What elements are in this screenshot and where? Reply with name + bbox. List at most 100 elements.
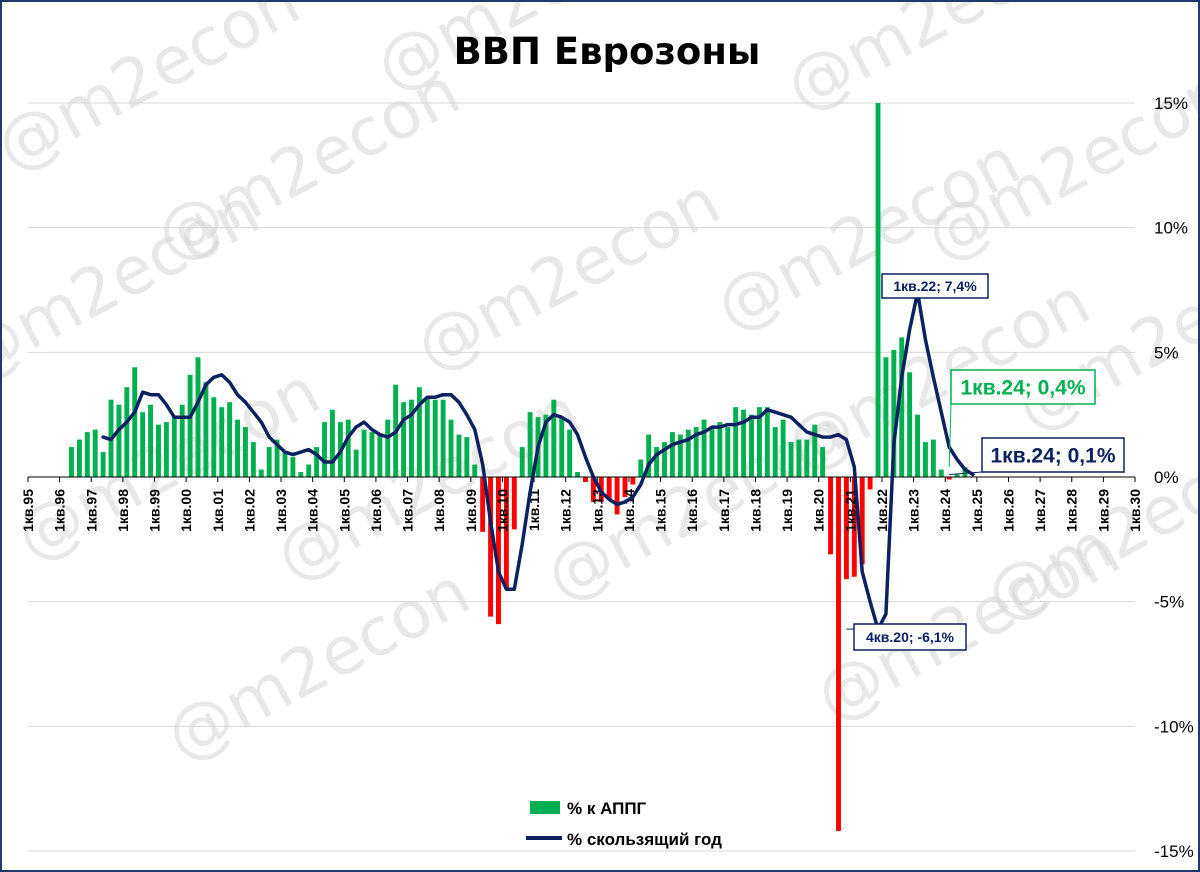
bar: [780, 419, 786, 477]
x-tick-label: 1кв.06: [368, 489, 384, 532]
y-tick-label: 5%: [1154, 343, 1179, 362]
bar: [812, 424, 818, 477]
bar: [171, 417, 177, 477]
bar: [464, 437, 470, 477]
x-tick-label: 1кв.26: [1000, 489, 1016, 532]
data-label-box: [950, 369, 1096, 405]
bar: [274, 439, 280, 477]
bar: [480, 477, 486, 532]
x-tick-label: 1кв.20: [811, 489, 827, 532]
bar: [282, 452, 288, 477]
bar: [329, 409, 335, 477]
x-tick-label: 1кв.05: [336, 489, 352, 532]
bar: [219, 407, 225, 477]
bar: [132, 367, 138, 477]
x-tick-label: 1кв.95: [20, 489, 36, 532]
line-series-path: [101, 290, 975, 631]
bar: [527, 412, 533, 477]
bar: [503, 477, 509, 590]
data-label-text: 4кв.20; -6,1%: [866, 629, 955, 645]
x-tick-label: 1кв.08: [431, 489, 447, 532]
bar: [741, 409, 747, 477]
bar: [583, 477, 588, 482]
x-tick-label: 1кв.18: [747, 489, 763, 532]
x-tick-label: 1кв.12: [558, 489, 574, 532]
bar: [227, 402, 233, 477]
bar: [843, 477, 849, 580]
bar: [756, 407, 762, 477]
bar: [867, 477, 873, 490]
bar: [772, 427, 778, 477]
bar: [646, 434, 652, 477]
bar: [488, 477, 494, 617]
axes: 1кв.95 1кв.96 1кв.97 1кв.98 1кв.99 1кв.00 1кв.…: [20, 476, 1143, 532]
bar: [551, 399, 557, 477]
bar: [69, 447, 74, 477]
bar: [76, 439, 82, 477]
bar: [851, 477, 857, 577]
bar: [701, 419, 707, 477]
x-tick-label: 1кв.17: [716, 489, 732, 532]
bar: [345, 419, 351, 477]
bar: [638, 459, 644, 477]
bar: [140, 412, 146, 477]
bar: [298, 472, 304, 477]
y-tick-label: -15%: [1154, 842, 1194, 861]
bar: [235, 419, 240, 477]
data-labels: 1кв.22; 7,4% 4кв.20; -6,1% 1кв.24; 0,1% 1кв…: [846, 273, 1125, 651]
bar: [875, 103, 881, 477]
bar: [203, 382, 209, 477]
bar: [472, 464, 478, 477]
data-label-text: 1кв.24; 0,4%: [961, 377, 1086, 400]
bar: [899, 337, 905, 477]
bar: [590, 477, 596, 502]
bar: [211, 397, 217, 477]
x-tick-label: 1кв.04: [305, 489, 321, 532]
bar: [124, 387, 130, 477]
bar: [764, 407, 770, 477]
bar: [788, 442, 794, 477]
bar: [709, 427, 715, 477]
data-label-text: 1кв.24; 0,1%: [991, 445, 1116, 468]
bar: [369, 432, 375, 477]
bar: [669, 432, 675, 477]
watermark-text: @m2econ: [773, 2, 1102, 126]
x-tick-label: 1кв.16: [684, 489, 700, 532]
y-tick-label: -10%: [1154, 717, 1194, 736]
x-tick-label: 1кв.98: [115, 489, 131, 532]
x-tick-label: 1кв.25: [969, 489, 985, 532]
data-label-text: 1кв.22; 7,4%: [893, 278, 977, 294]
bar: [559, 417, 565, 477]
x-tick-label: 1кв.27: [1032, 489, 1048, 532]
bar: [440, 399, 446, 477]
bar: [290, 457, 296, 477]
legend-swatch-bars: [530, 801, 560, 814]
bar: [883, 357, 889, 477]
bar: [606, 477, 612, 500]
bar: [654, 447, 660, 477]
bar: [242, 427, 248, 477]
bar: [456, 434, 462, 477]
x-tick-label: 1кв.23: [906, 489, 922, 532]
x-tick-label: 1кв.07: [400, 489, 416, 532]
bar: [100, 452, 106, 477]
bar: [693, 427, 699, 477]
legend-label-bars: % к АППГ: [567, 799, 647, 818]
data-label-box: [981, 437, 1125, 473]
bar: [361, 429, 367, 477]
bar: [511, 477, 517, 530]
bar: [859, 477, 865, 565]
bar: [622, 477, 628, 497]
x-tick-label: 1кв.21: [842, 489, 858, 532]
y-tick-label: -5%: [1154, 593, 1184, 612]
x-tick-label: 1кв.10: [494, 489, 510, 532]
x-tick-label: 1кв.30: [1127, 489, 1143, 532]
bar: [930, 439, 936, 477]
x-tick-label: 1кв.02: [241, 489, 257, 532]
bar: [804, 439, 810, 477]
data-label-leader: [949, 471, 983, 476]
y-tick-label: 0%: [1154, 468, 1179, 487]
bar: [962, 467, 968, 477]
bar: [923, 442, 928, 477]
